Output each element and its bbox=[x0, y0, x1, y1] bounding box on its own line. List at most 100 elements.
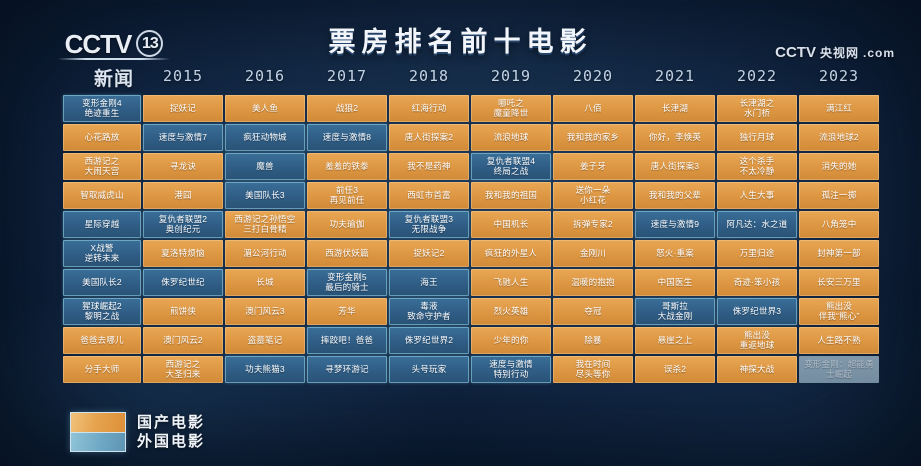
movie-cell[interactable]: 变形金刚：超能勇士崛起 bbox=[799, 356, 879, 383]
movie-cell[interactable]: 悬崖之上 bbox=[635, 327, 715, 354]
movie-cell[interactable]: 红海行动 bbox=[389, 95, 469, 122]
movie-cell[interactable]: 变形金刚4 绝迹重生 bbox=[63, 95, 141, 122]
movie-cell[interactable]: 飞驰人生 bbox=[471, 269, 551, 296]
movie-cell[interactable]: 温暖的抱抱 bbox=[553, 269, 633, 296]
movie-cell[interactable]: 西游记之 大圣归来 bbox=[143, 356, 223, 383]
movie-cell[interactable]: 孤注一掷 bbox=[799, 182, 879, 209]
movie-cell[interactable]: 煎饼侠 bbox=[143, 298, 223, 325]
movie-cell[interactable]: 阿凡达：水之道 bbox=[717, 211, 797, 238]
movie-cell[interactable]: 战狼2 bbox=[307, 95, 387, 122]
movie-cell[interactable]: 盗墓笔记 bbox=[225, 327, 305, 354]
movie-cell[interactable]: 八佰 bbox=[553, 95, 633, 122]
movie-cell[interactable]: 疯狂的外星人 bbox=[471, 240, 551, 267]
movie-cell[interactable]: 魔兽 bbox=[225, 153, 305, 180]
movie-cell[interactable]: X战警 逆转未来 bbox=[63, 240, 141, 267]
movie-cell[interactable]: 夺冠 bbox=[553, 298, 633, 325]
movie-cell[interactable]: 美人鱼 bbox=[225, 95, 305, 122]
movie-cell[interactable]: 头号玩家 bbox=[389, 356, 469, 383]
movie-cell[interactable]: 姜子牙 bbox=[553, 153, 633, 180]
movie-cell[interactable]: 美国队长3 bbox=[225, 182, 305, 209]
movie-cell[interactable]: 变形金刚5 最后的骑士 bbox=[307, 269, 387, 296]
movie-cell[interactable]: 捉妖记 bbox=[143, 95, 223, 122]
movie-cell[interactable]: 分手大师 bbox=[63, 356, 141, 383]
movie-cell[interactable]: 速度与激情9 bbox=[635, 211, 715, 238]
movie-cell[interactable]: 西游记之孙悟空 三打白骨精 bbox=[225, 211, 305, 238]
movie-cell[interactable]: 熊出没 重返地球 bbox=[717, 327, 797, 354]
movie-cell[interactable]: 毒液 致命守护者 bbox=[389, 298, 469, 325]
movie-cell[interactable]: 智取威虎山 bbox=[63, 182, 141, 209]
movie-cell[interactable]: 长安三万里 bbox=[799, 269, 879, 296]
movie-cell[interactable]: 西游记之 大闹天宫 bbox=[63, 153, 141, 180]
movie-cell[interactable]: 前任3 再见前任 bbox=[307, 182, 387, 209]
movie-cell[interactable]: 拆弹专家2 bbox=[553, 211, 633, 238]
movie-cell[interactable]: 功夫瑜伽 bbox=[307, 211, 387, 238]
movie-cell[interactable]: 万里归途 bbox=[717, 240, 797, 267]
movie-cell[interactable]: 长城 bbox=[225, 269, 305, 296]
movie-cell[interactable]: 这个杀手 不太冷静 bbox=[717, 153, 797, 180]
movie-cell[interactable]: 长津湖 bbox=[635, 95, 715, 122]
movie-cell[interactable]: 侏罗纪世界2 bbox=[389, 327, 469, 354]
movie-cell[interactable]: 疯狂动物城 bbox=[225, 124, 305, 151]
movie-cell[interactable]: 人生大事 bbox=[717, 182, 797, 209]
movie-cell[interactable]: 美国队长2 bbox=[63, 269, 141, 296]
movie-cell[interactable]: 金刚川 bbox=[553, 240, 633, 267]
movie-cell[interactable]: 唐人街探案2 bbox=[389, 124, 469, 151]
movie-cell[interactable]: 中国医生 bbox=[635, 269, 715, 296]
movie-cell[interactable]: 功夫熊猫3 bbox=[225, 356, 305, 383]
movie-cell[interactable]: 我和我的祖国 bbox=[471, 182, 551, 209]
movie-cell[interactable]: 侏罗纪世界3 bbox=[717, 298, 797, 325]
movie-cell[interactable]: 猩球崛起2 黎明之战 bbox=[63, 298, 141, 325]
movie-cell[interactable]: 速度与激情8 bbox=[307, 124, 387, 151]
movie-cell[interactable]: 我和我的家乡 bbox=[553, 124, 633, 151]
movie-cell[interactable]: 我和我的父辈 bbox=[635, 182, 715, 209]
movie-cell[interactable]: 八角笼中 bbox=[799, 211, 879, 238]
movie-cell[interactable]: 唐人街探案3 bbox=[635, 153, 715, 180]
movie-cell[interactable]: 我在时间 尽头等你 bbox=[553, 356, 633, 383]
movie-cell[interactable]: 满江红 bbox=[799, 95, 879, 122]
movie-cell[interactable]: 哥斯拉 大战金刚 bbox=[635, 298, 715, 325]
movie-cell[interactable]: 芳华 bbox=[307, 298, 387, 325]
movie-cell[interactable]: 捉妖记2 bbox=[389, 240, 469, 267]
movie-cell[interactable]: 羞羞的铁拳 bbox=[307, 153, 387, 180]
movie-cell[interactable]: 独行月球 bbox=[717, 124, 797, 151]
movie-cell[interactable]: 除暴 bbox=[553, 327, 633, 354]
movie-cell[interactable]: 复仇者联盟4 终局之战 bbox=[471, 153, 551, 180]
movie-cell[interactable]: 寻梦环游记 bbox=[307, 356, 387, 383]
movie-cell[interactable]: 我不是药神 bbox=[389, 153, 469, 180]
movie-cell[interactable]: 速度与激情7 bbox=[143, 124, 223, 151]
movie-cell[interactable]: 寻龙诀 bbox=[143, 153, 223, 180]
movie-cell[interactable]: 流浪地球2 bbox=[799, 124, 879, 151]
movie-cell[interactable]: 夏洛特烦恼 bbox=[143, 240, 223, 267]
movie-cell[interactable]: 澳门风云2 bbox=[143, 327, 223, 354]
movie-cell[interactable]: 爸爸去哪儿 bbox=[63, 327, 141, 354]
movie-cell[interactable]: 熊出没 伴我“熊心” bbox=[799, 298, 879, 325]
movie-cell[interactable]: 湄公河行动 bbox=[225, 240, 305, 267]
movie-cell[interactable]: 海王 bbox=[389, 269, 469, 296]
movie-cell[interactable]: 中国机长 bbox=[471, 211, 551, 238]
movie-cell[interactable]: 心花路放 bbox=[63, 124, 141, 151]
movie-cell[interactable]: 怒火·重案 bbox=[635, 240, 715, 267]
movie-cell[interactable]: 少年的你 bbox=[471, 327, 551, 354]
movie-cell[interactable]: 神探大战 bbox=[717, 356, 797, 383]
movie-cell[interactable]: 星际穿越 bbox=[63, 211, 141, 238]
movie-cell[interactable]: 流浪地球 bbox=[471, 124, 551, 151]
movie-cell[interactable]: 侏罗纪世纪 bbox=[143, 269, 223, 296]
movie-cell[interactable]: 送你一朵 小红花 bbox=[553, 182, 633, 209]
movie-cell[interactable]: 澳门风云3 bbox=[225, 298, 305, 325]
movie-cell[interactable]: 西游伏妖篇 bbox=[307, 240, 387, 267]
movie-cell[interactable]: 港囧 bbox=[143, 182, 223, 209]
movie-cell[interactable]: 速度与激情 特别行动 bbox=[471, 356, 551, 383]
movie-cell[interactable]: 封神第一部 bbox=[799, 240, 879, 267]
movie-cell[interactable]: 复仇者联盟3 无限战争 bbox=[389, 211, 469, 238]
movie-cell[interactable]: 长津湖之 水门桥 bbox=[717, 95, 797, 122]
movie-cell[interactable]: 烈火英雄 bbox=[471, 298, 551, 325]
movie-cell[interactable]: 你好，李焕英 bbox=[635, 124, 715, 151]
movie-cell[interactable]: 人生路不熟 bbox=[799, 327, 879, 354]
movie-cell[interactable]: 哪吒之 魔童降世 bbox=[471, 95, 551, 122]
movie-cell[interactable]: 复仇者联盟2 奥创纪元 bbox=[143, 211, 223, 238]
movie-cell[interactable]: 误杀2 bbox=[635, 356, 715, 383]
movie-cell[interactable]: 消失的她 bbox=[799, 153, 879, 180]
movie-cell[interactable]: 西虹市首富 bbox=[389, 182, 469, 209]
movie-cell[interactable]: 奇迹·笨小孩 bbox=[717, 269, 797, 296]
movie-cell[interactable]: 摔跤吧！爸爸 bbox=[307, 327, 387, 354]
